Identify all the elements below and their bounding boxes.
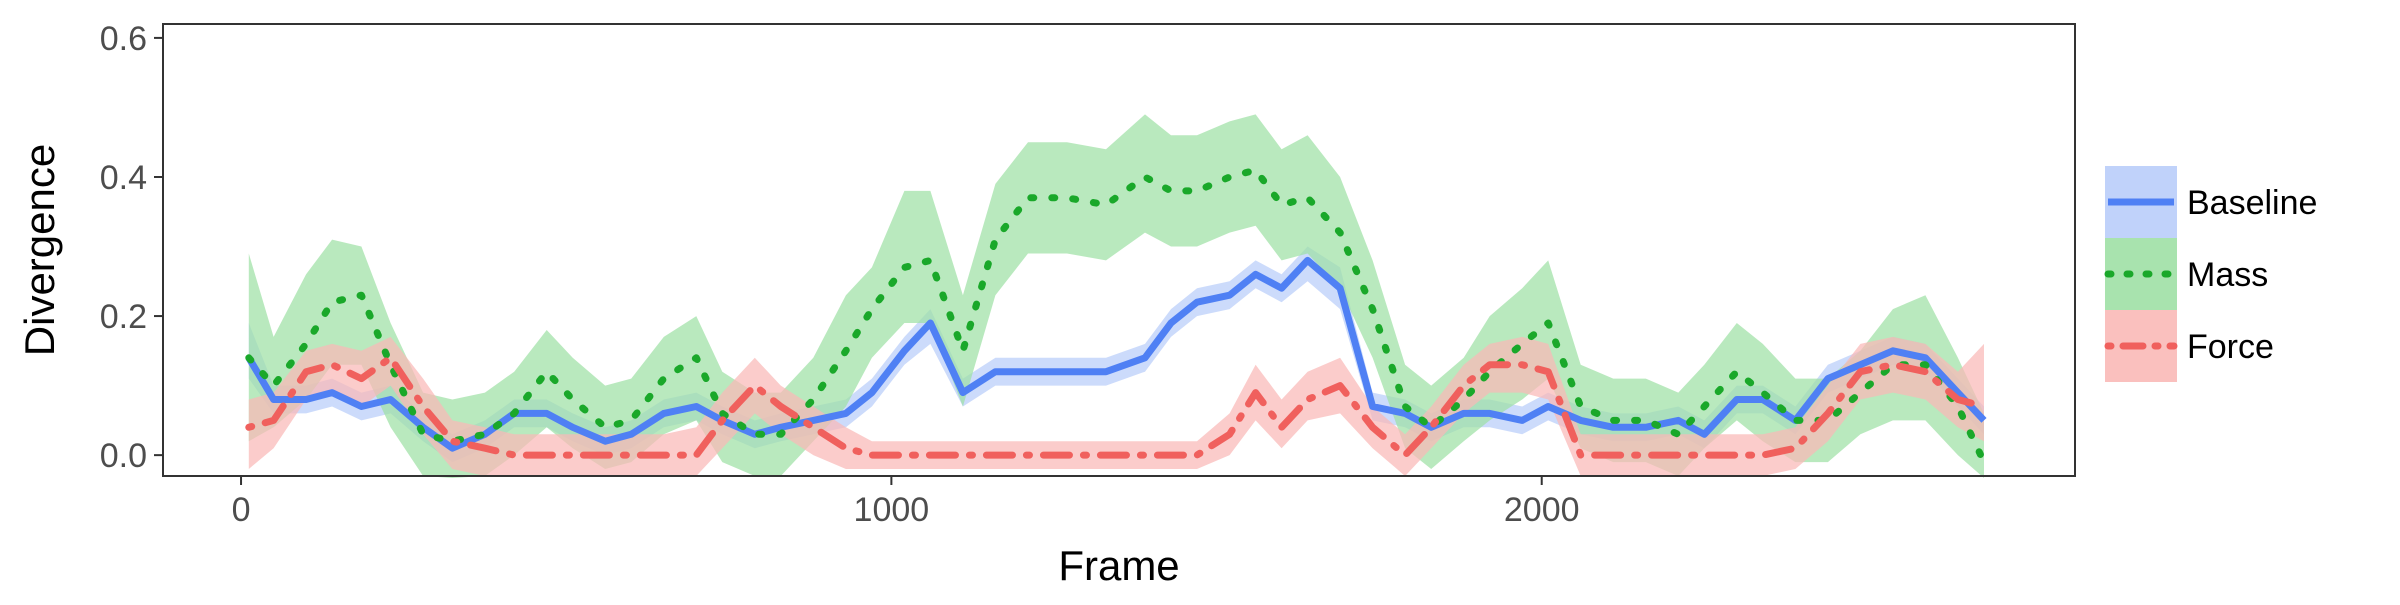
line-force: [245, 354, 1988, 459]
ribbon-mass: [248, 114, 1984, 479]
y-tick-label: 0.6: [100, 20, 147, 58]
x-tick-label: 1000: [854, 491, 930, 529]
y-axis: 0.0 0.2 0.4 0.6: [100, 20, 163, 475]
plot-border: [162, 23, 2076, 477]
legend-label-force: Force: [2187, 328, 2274, 366]
y-axis-title: Divergence: [16, 144, 63, 356]
x-axis-title: Frame: [1058, 542, 1179, 589]
legend-label-mass: Mass: [2187, 256, 2268, 294]
legend-label-baseline: Baseline: [2187, 184, 2317, 222]
y-tick-label: 0.4: [100, 159, 147, 197]
x-axis: 0 1000 2000: [232, 476, 1580, 529]
x-tick-label: 2000: [1504, 491, 1580, 529]
x-tick-label: 0: [232, 491, 251, 529]
series-lines: [245, 166, 1988, 466]
line-baseline: [245, 256, 1987, 452]
legend: Baseline Mass Force: [2104, 166, 2317, 382]
line-mass: [245, 166, 1988, 466]
y-tick-label: 0.2: [100, 298, 147, 336]
y-tick-label: 0.0: [100, 437, 147, 475]
